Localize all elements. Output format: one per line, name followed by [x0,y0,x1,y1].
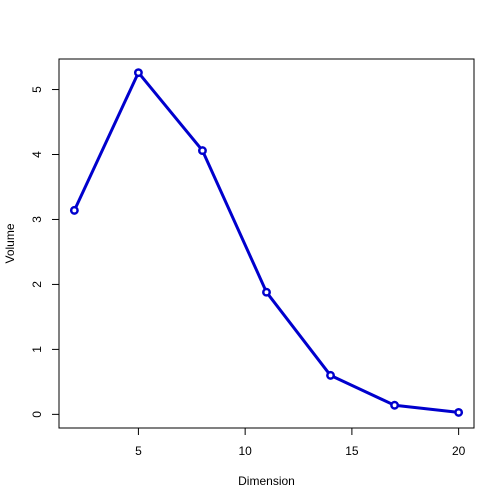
data-point [390,400,400,410]
y-tick-label: 5 [30,86,44,93]
y-tick-label: 2 [30,281,44,288]
y-axis: 0 1 2 3 4 5 [30,86,59,418]
data-point [454,407,464,417]
x-axis-title: Dimension [238,474,295,488]
data-point [69,205,79,215]
x-tick-label: 15 [345,444,359,458]
y-tick-label: 3 [30,216,44,223]
plot-frame [58,58,475,429]
y-tick-label: 0 [30,411,44,418]
data-point [198,146,207,156]
data-point [326,370,335,380]
data-point [133,68,143,78]
x-tick-label: 20 [452,444,466,458]
y-axis-title: Volume [3,223,17,263]
x-axis: 5 10 15 20 [135,428,466,458]
y-tick-label: 4 [30,151,44,158]
data-points [69,68,464,417]
y-tick-label: 1 [30,346,44,353]
x-tick-label: 10 [238,444,252,458]
x-tick-label: 5 [135,444,142,458]
data-point [262,287,271,297]
